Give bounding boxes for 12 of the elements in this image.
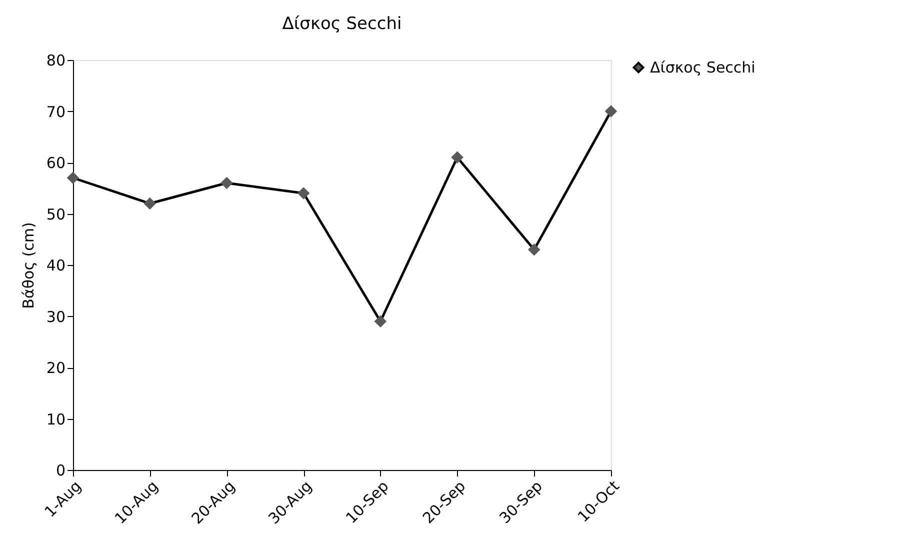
y-tick-label: 10 <box>46 410 66 428</box>
y-tick-label: 70 <box>46 102 66 121</box>
y-tick-label: 50 <box>46 205 66 224</box>
y-tick-label: 40 <box>46 256 66 274</box>
chart-title: Δίσκος Secchi <box>282 14 402 34</box>
y-tick-label: 0 <box>56 462 66 480</box>
y-tick-label: 80 <box>46 52 66 70</box>
y-tick-label: 60 <box>46 154 66 172</box>
y-tick-label: 20 <box>46 359 66 377</box>
y-tick-label: 30 <box>46 308 66 326</box>
legend-label: Δίσκος Secchi <box>650 58 756 76</box>
y-axis-title: Βάθος (cm) <box>19 222 38 309</box>
